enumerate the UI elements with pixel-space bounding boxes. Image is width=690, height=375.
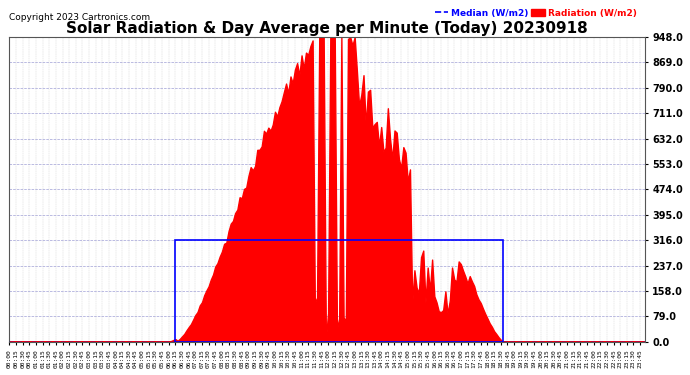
Title: Solar Radiation & Day Average per Minute (Today) 20230918: Solar Radiation & Day Average per Minute… xyxy=(66,21,588,36)
Text: Copyright 2023 Cartronics.com: Copyright 2023 Cartronics.com xyxy=(10,13,150,22)
Bar xyxy=(175,240,503,342)
Legend: Median (W/m2), Radiation (W/m2): Median (W/m2), Radiation (W/m2) xyxy=(431,5,640,21)
